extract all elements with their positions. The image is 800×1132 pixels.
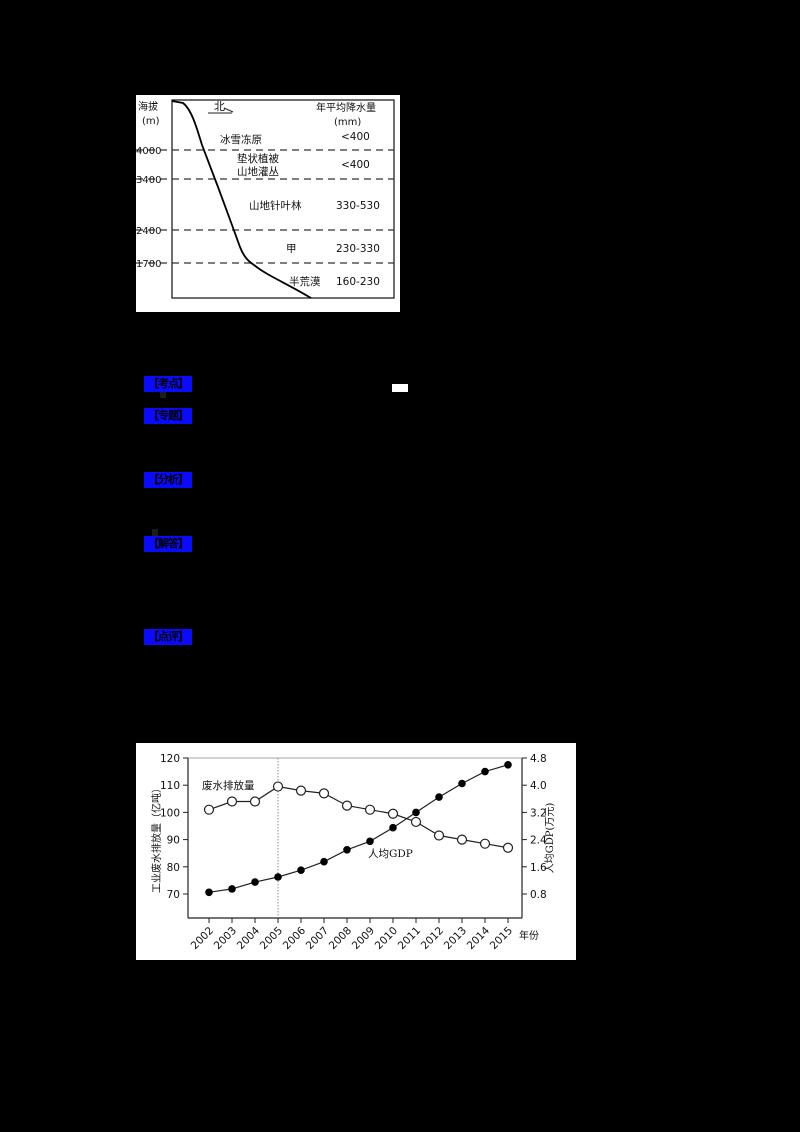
x-tick: 2012 <box>419 925 446 952</box>
y-axis-label: 海拔 <box>138 100 158 113</box>
y-tick-right: 4.8 <box>530 753 547 765</box>
x-tick: 2011 <box>396 925 423 952</box>
data-point <box>387 808 399 819</box>
data-point <box>228 885 236 893</box>
series-label-wastewater: 废水排放量 <box>202 779 255 792</box>
data-point <box>343 846 351 854</box>
data-point <box>458 779 466 788</box>
data-point <box>297 866 305 874</box>
blank-box <box>392 384 408 392</box>
altitude-zonation-svg: 北 海拔 (m) 年平均降水量 (mm) 4000 3400 2400 1700… <box>136 99 395 299</box>
x-tick: 2006 <box>281 924 309 952</box>
data-point <box>226 796 238 807</box>
data-point <box>481 767 489 776</box>
precip-header: 年平均降水量 <box>316 101 376 114</box>
wastewater-gdp-chart: 70 80 90 100 110 120 0.8 1.6 2.4 3.2 4.0 4.8 2002 2… <box>136 743 576 960</box>
x-tick: 2005 <box>258 925 285 952</box>
data-point <box>412 808 420 817</box>
y-tick-right: 2.4 <box>530 835 547 847</box>
x-tick: 2015 <box>488 925 515 952</box>
data-point <box>320 857 328 866</box>
altitude-tick: 1700 <box>136 259 161 270</box>
x-tick: 2010 <box>373 925 400 952</box>
section-tag-jieda: 【解答】 <box>144 536 192 552</box>
zone-name: 冰雪冻原 <box>220 133 262 146</box>
direction-label: 北 <box>214 100 225 113</box>
data-point <box>274 873 282 881</box>
zone-name: 半荒漠 <box>289 275 321 288</box>
data-point <box>366 837 374 846</box>
y-axis-label-right: 人均GDP(万元) <box>544 803 556 874</box>
zone-precip: 160-230 <box>336 276 380 288</box>
slope-profile-line <box>171 100 312 299</box>
altitude-tick: 3400 <box>136 175 161 186</box>
data-point <box>364 804 376 815</box>
zone-name: 山地灌丛 <box>237 165 279 178</box>
data-point <box>272 781 284 792</box>
data-point <box>205 888 213 897</box>
y-tick-left: 70 <box>167 889 180 901</box>
y-tick-right: 4.0 <box>530 780 547 792</box>
series-gdp <box>205 761 512 897</box>
x-tick: 2002 <box>189 925 216 952</box>
zone-name: 垫状植被 <box>237 152 279 165</box>
data-point <box>341 800 353 811</box>
series-wastewater <box>203 781 514 853</box>
x-tick: 2014 <box>465 924 493 952</box>
section-tag-dianping: 【点评】 <box>144 629 192 645</box>
zone-precip: 330-530 <box>336 200 380 212</box>
speck <box>160 392 166 398</box>
y-tick-left: 100 <box>160 807 180 819</box>
data-point <box>504 761 512 769</box>
data-point <box>456 834 468 845</box>
altitude-tick: 4000 <box>136 146 161 157</box>
y-tick-left: 110 <box>160 780 180 792</box>
x-tick: 2007 <box>304 925 331 952</box>
data-point <box>251 878 259 886</box>
section-tag-zhuanti: 【专题】 <box>144 408 192 424</box>
y-tick-right: 3.2 <box>530 807 547 819</box>
x-tick: 2008 <box>327 925 354 952</box>
zone-precip: <400 <box>341 159 370 171</box>
y-tick-right: 0.8 <box>530 889 547 901</box>
zone-name: 山地针叶林 <box>249 199 302 212</box>
data-point <box>318 788 330 799</box>
y-tick-left: 120 <box>160 753 180 765</box>
data-point <box>249 796 261 807</box>
section-tag-fenxi: 【分析】 <box>144 472 192 488</box>
data-point <box>502 842 514 853</box>
series-label-gdp: 人均GDP <box>368 848 413 860</box>
zone-precip: 230-330 <box>336 243 380 255</box>
precip-unit: (mm) <box>334 117 361 128</box>
x-axis-label: 年份 <box>519 929 539 942</box>
x-tick: 2013 <box>442 925 469 952</box>
speck <box>152 529 158 537</box>
y-tick-right: 1.6 <box>530 862 547 874</box>
data-point <box>203 804 215 815</box>
data-point <box>433 830 445 841</box>
y-axis-label-left: 工业废水排放量（亿吨） <box>150 783 163 893</box>
zone-precip: <400 <box>341 131 370 143</box>
x-tick: 2009 <box>350 925 377 952</box>
y-tick-left: 90 <box>167 835 180 847</box>
data-point <box>410 816 422 828</box>
data-point <box>295 785 307 796</box>
altitude-zonation-figure: 北 海拔 (m) 年平均降水量 (mm) 4000 3400 2400 1700… <box>136 95 400 312</box>
x-tick: 2003 <box>212 925 239 952</box>
data-point <box>435 793 443 801</box>
section-tag-kaodian: 【考点】 <box>144 376 192 392</box>
zone-name: 甲 <box>286 243 297 255</box>
x-tick: 2004 <box>235 924 263 952</box>
data-point <box>389 823 397 832</box>
altitude-tick: 2400 <box>136 226 161 237</box>
data-point <box>479 838 491 849</box>
y-axis-unit: (m) <box>142 116 160 127</box>
y-tick-left: 80 <box>167 862 180 874</box>
